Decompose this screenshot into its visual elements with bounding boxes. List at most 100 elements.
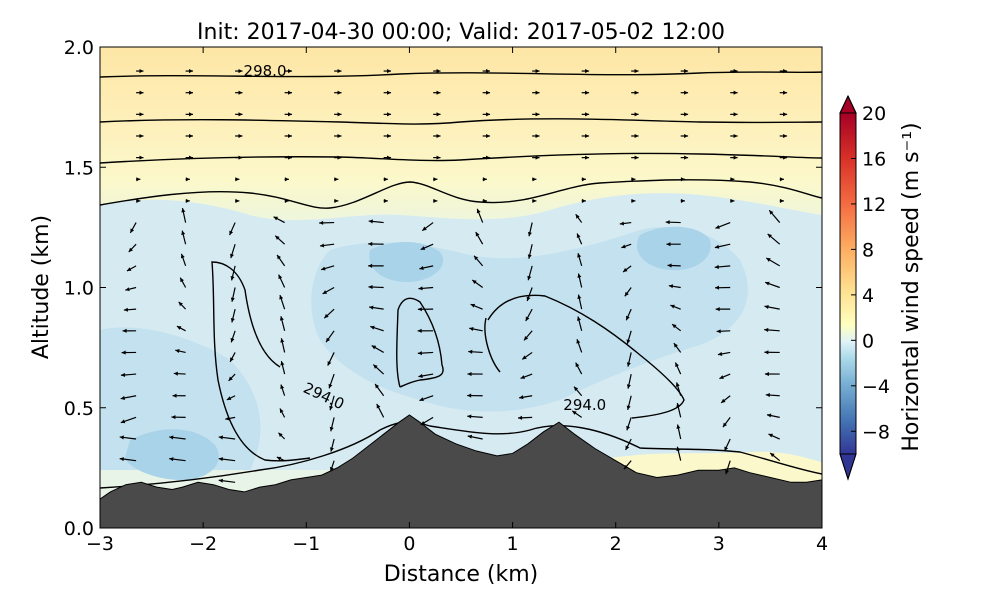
wind-arrow-head bbox=[585, 133, 590, 139]
colorbar-extend-top bbox=[839, 94, 857, 114]
wind-arrow-head bbox=[719, 375, 724, 379]
wind-arrow-head bbox=[676, 403, 681, 408]
colorbar-ticks: −8 −4 0 4 8 12 16 20 bbox=[851, 103, 890, 443]
wind-arrow-head bbox=[235, 198, 240, 203]
wind-arrow-head bbox=[518, 415, 523, 420]
wind-arrow-head bbox=[625, 445, 630, 451]
y-tick-label: 1.0 bbox=[64, 278, 94, 300]
contour-line-294-right bbox=[487, 294, 685, 419]
wind-arrow-head bbox=[171, 415, 176, 420]
wind-arrow-head bbox=[373, 364, 378, 369]
wind-arrow-head bbox=[188, 69, 194, 74]
wind-arrow-head bbox=[535, 69, 540, 74]
wind-arrow-head bbox=[764, 371, 769, 377]
wind-vectors bbox=[119, 69, 788, 483]
wind-arrow-head bbox=[279, 316, 284, 321]
x-tick-label: −3 bbox=[86, 533, 114, 555]
wind-arrow-head bbox=[288, 155, 293, 160]
x-tick-label: 3 bbox=[713, 533, 725, 555]
wind-arrow-head bbox=[120, 419, 126, 424]
wind-arrow-head bbox=[714, 264, 719, 269]
x-tick-label: −1 bbox=[292, 533, 320, 555]
x-tick-label: −2 bbox=[189, 533, 217, 555]
wind-arrow-head bbox=[368, 219, 373, 224]
wind-arrow-head bbox=[225, 416, 230, 421]
wind-arrow-head bbox=[329, 426, 334, 432]
y-tick-label: 1.5 bbox=[64, 157, 94, 179]
wind-arrow-head bbox=[319, 243, 325, 248]
wind-arrow-head bbox=[766, 258, 771, 262]
wind-arrow-head bbox=[229, 230, 234, 236]
wind-arrow-head bbox=[715, 307, 720, 312]
wind-arrow-head bbox=[672, 324, 677, 329]
wind-arrow-head bbox=[418, 286, 423, 291]
wind-arrow-head bbox=[387, 155, 392, 160]
wind-arrow-head bbox=[334, 177, 339, 182]
wind-arrow-head bbox=[417, 328, 422, 333]
wind-arrow-head bbox=[626, 362, 631, 367]
wind-arrow-head bbox=[329, 405, 334, 411]
wind-arrow-head bbox=[419, 397, 424, 402]
wind-arrow-head bbox=[581, 198, 586, 203]
wind-arrow-head bbox=[482, 198, 487, 203]
wind-arrow-head bbox=[188, 112, 194, 117]
wind-arrow-head bbox=[733, 90, 738, 95]
wind-arrow-head bbox=[576, 339, 581, 344]
wind-arrow-head bbox=[120, 395, 125, 400]
wind-arrow-head bbox=[733, 112, 738, 117]
wind-arrow-head bbox=[535, 155, 540, 160]
wind-arrow-head bbox=[368, 241, 373, 247]
wind-arrow-head bbox=[634, 133, 639, 139]
wind-arrow-head bbox=[673, 343, 678, 348]
wind-arrow-head bbox=[631, 177, 636, 182]
wind-arrow-head bbox=[288, 90, 293, 95]
colorbar-tick-label: −8 bbox=[862, 421, 890, 443]
colorbar-tick-label: 16 bbox=[862, 148, 886, 170]
wind-arrow-head bbox=[576, 233, 581, 239]
wind-arrow-head bbox=[764, 304, 769, 309]
wind-arrow-head bbox=[675, 382, 680, 387]
wind-arrow-head bbox=[230, 297, 235, 302]
wind-arrow-head bbox=[172, 393, 177, 398]
wind-arrow-head bbox=[370, 325, 375, 330]
wind-arrow-head bbox=[467, 393, 472, 398]
wind-arrow-head bbox=[383, 177, 388, 182]
colorbar-tick-label: 8 bbox=[862, 239, 874, 261]
wind-arrow-head bbox=[486, 90, 491, 95]
wind-arrow-head bbox=[176, 326, 182, 330]
x-axis: −3 −2 −1 0 1 2 3 4 bbox=[86, 47, 828, 555]
wind-arrow-head bbox=[375, 383, 380, 389]
wind-arrow-head bbox=[716, 329, 721, 334]
wind-arrow-head bbox=[715, 224, 720, 229]
wind-arrow-head bbox=[684, 90, 689, 95]
wind-arrow-head bbox=[733, 133, 738, 139]
wind-arrow-head bbox=[376, 403, 381, 409]
wind-arrow-head bbox=[770, 452, 775, 458]
x-axis-label: Distance (km) bbox=[384, 562, 539, 587]
wind-arrow-head bbox=[733, 155, 738, 160]
wind-arrow-head bbox=[626, 425, 631, 431]
wind-arrow-head bbox=[619, 221, 625, 226]
wind-arrow-head bbox=[666, 242, 671, 247]
colorbar-extend-bottom bbox=[839, 453, 857, 481]
wind-arrow-head bbox=[577, 273, 582, 278]
wind-arrow-head bbox=[722, 422, 727, 428]
wind-arrow-head bbox=[572, 410, 577, 415]
wind-arrow-head bbox=[527, 254, 532, 259]
colorbar-label: Horizontal wind speed (m s⁻¹) bbox=[899, 122, 924, 451]
wind-arrow-head bbox=[329, 447, 334, 452]
wind-arrow-head bbox=[725, 469, 729, 475]
wind-arrow-head bbox=[369, 305, 374, 310]
wind-arrow-head bbox=[120, 372, 126, 377]
wind-arrow-head bbox=[280, 338, 285, 343]
wind-arrow-head bbox=[520, 375, 526, 379]
wind-arrow-head bbox=[585, 155, 590, 160]
wind-arrow-head bbox=[238, 90, 243, 95]
wind-arrow-head bbox=[467, 371, 472, 377]
wind-arrow-head bbox=[767, 233, 773, 239]
wind-arrow-head bbox=[280, 384, 285, 390]
wind-arrow-head bbox=[769, 210, 774, 215]
wind-field-core-left bbox=[125, 429, 219, 481]
wind-arrow-head bbox=[526, 296, 531, 301]
wind-arrow-head bbox=[139, 90, 144, 95]
